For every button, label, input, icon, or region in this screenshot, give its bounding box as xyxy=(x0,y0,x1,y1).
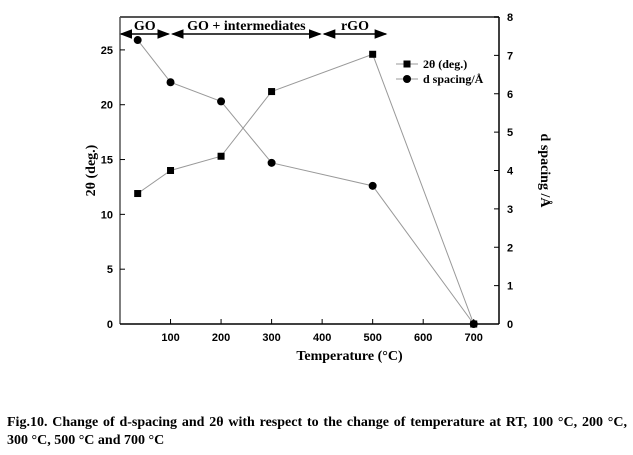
legend-square-marker xyxy=(403,60,411,68)
y2-tick-label: 8 xyxy=(507,12,513,24)
series-line xyxy=(137,39,475,325)
y2-tick-label: 0 xyxy=(507,319,513,331)
data-point-square xyxy=(268,88,276,96)
data-point-square xyxy=(134,190,142,198)
y2-tick-label: 7 xyxy=(507,50,513,62)
y-tick-label: 20 xyxy=(101,100,113,112)
x-tick-label: 200 xyxy=(212,332,230,344)
y-axis-right-title: d spacing /Å xyxy=(537,134,553,209)
y-tick-label: 15 xyxy=(101,155,113,167)
data-point-square xyxy=(167,167,175,174)
x-tick-label: 600 xyxy=(414,332,432,344)
data-point-circle xyxy=(133,36,142,45)
y2-tick-label: 2 xyxy=(507,242,513,254)
figure-caption: Fig.10. Change of d-spacing and 2θ with … xyxy=(7,415,627,448)
plot-frame xyxy=(119,16,500,325)
data-point-circle xyxy=(469,320,478,328)
data-point-square xyxy=(369,50,377,58)
chart: 100 200 300 400 500 600 700 0 5 10 15 20 25 0 1 2 3 4 5 6… xyxy=(84,12,553,364)
y-tick-label: 5 xyxy=(107,264,113,276)
y-tick-label: 25 xyxy=(101,45,113,57)
series-line xyxy=(137,53,475,325)
region-label: GO + intermediates xyxy=(187,19,306,34)
x-tick-label: 100 xyxy=(161,332,179,344)
y-axis-right: 0 1 2 3 4 5 6 7 8 xyxy=(494,12,514,331)
data-point-circle xyxy=(368,181,377,190)
y-tick-label: 10 xyxy=(101,209,113,221)
region-annotations: GO GO + intermediates rGO xyxy=(119,19,388,39)
legend: 2θ (deg.)d spacing/Å xyxy=(396,57,484,86)
x-axis: 100 200 300 400 500 600 700 xyxy=(161,319,483,344)
legend-label: d spacing/Å xyxy=(423,72,484,86)
legend-label: 2θ (deg.) xyxy=(423,57,467,71)
region-label: rGO xyxy=(341,19,369,34)
x-tick-label: 300 xyxy=(262,332,280,344)
data-point-square xyxy=(217,152,225,160)
y-axis-left: 0 5 10 15 20 25 xyxy=(101,45,125,331)
y2-tick-label: 6 xyxy=(507,89,513,101)
x-tick-label: 400 xyxy=(313,332,331,344)
y2-tick-label: 3 xyxy=(507,204,513,216)
legend-circle-marker xyxy=(403,75,411,83)
data-point-circle xyxy=(267,158,276,167)
data-point-circle xyxy=(217,97,226,106)
region-label: GO xyxy=(134,19,156,34)
y2-tick-label: 4 xyxy=(507,166,514,178)
y2-tick-label: 5 xyxy=(507,127,513,139)
x-tick-label: 500 xyxy=(363,332,381,344)
x-tick-label: 700 xyxy=(465,332,483,344)
series-group xyxy=(133,36,478,328)
y-axis-left-title: 2θ (deg.) xyxy=(84,144,99,196)
y2-tick-label: 1 xyxy=(507,281,513,293)
x-axis-title: Temperature (°C) xyxy=(296,349,403,364)
data-point-circle xyxy=(166,78,175,87)
y-tick-label: 0 xyxy=(107,319,113,331)
